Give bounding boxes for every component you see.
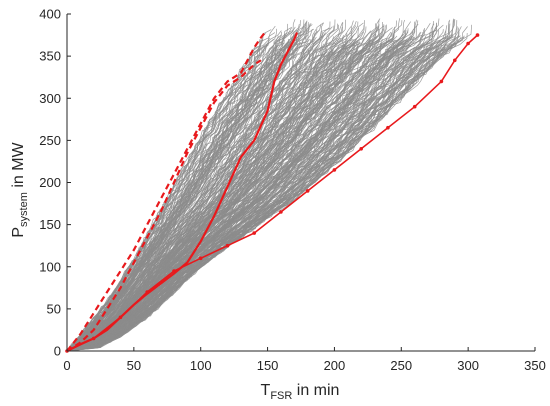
x-tick-label: 100	[190, 358, 212, 373]
x-tick-label: 150	[257, 358, 279, 373]
y-tick-label: 350	[39, 49, 61, 64]
y-tick-label: 250	[39, 133, 61, 148]
ensemble-line	[66, 30, 447, 352]
x-tick-label: 250	[390, 358, 412, 373]
series-point	[172, 269, 176, 273]
ensemble-line	[66, 49, 310, 352]
ensemble-line	[66, 49, 391, 352]
series-point	[118, 315, 123, 320]
ensemble-line	[66, 36, 344, 352]
x-tick-label: 200	[324, 358, 346, 373]
y-ticks: 0 50 100 150 200 250 300 350 400	[39, 7, 71, 359]
series-point	[466, 41, 470, 46]
x-ticks: 0 50 100 150 200 250 300 350	[63, 347, 546, 373]
y-tick-label: 50	[47, 301, 61, 316]
ensemble-line	[66, 23, 289, 352]
y-tick-label: 150	[39, 217, 61, 232]
ensemble-line	[66, 38, 290, 352]
ensemble-line	[66, 47, 313, 352]
ensemble-line	[66, 36, 317, 352]
series-line-solid	[66, 32, 299, 352]
series-point	[225, 243, 230, 248]
series-point	[359, 147, 364, 151]
ensemble-lines	[66, 18, 472, 352]
ensemble-line	[66, 20, 419, 352]
series-line-marker	[66, 34, 479, 352]
ensemble-line	[66, 42, 302, 352]
series-point	[453, 58, 457, 63]
ensemble-line	[66, 43, 299, 352]
series-point	[252, 231, 256, 235]
ensemble-line	[66, 46, 425, 352]
highlight-series	[65, 31, 480, 353]
series-point	[279, 210, 283, 214]
ensemble-line	[66, 20, 397, 352]
series-point	[386, 125, 390, 130]
series-point	[91, 336, 96, 341]
ensemble-line	[66, 24, 472, 352]
series-point	[332, 168, 337, 172]
series-line-dashed	[66, 59, 262, 352]
series-point	[305, 189, 310, 193]
x-tick-label: 0	[63, 358, 70, 373]
ensemble-line	[66, 18, 454, 352]
ensemble-line	[66, 27, 437, 352]
ensemble-line	[66, 41, 285, 352]
series-line-dashed	[66, 31, 266, 352]
y-axis-title: Psystem in MW	[10, 141, 30, 237]
ensemble-line	[66, 37, 271, 352]
x-tick-label: 300	[457, 358, 479, 373]
ensemble-line	[66, 29, 272, 352]
y-tick-label: 0	[54, 344, 61, 359]
ensemble-line	[66, 36, 335, 352]
ensemble-line	[66, 39, 263, 352]
y-tick-label: 300	[39, 91, 61, 106]
ensemble-line	[66, 42, 269, 352]
ensemble-line	[66, 40, 286, 352]
ensemble-line	[66, 32, 276, 352]
ensemble-line	[66, 26, 367, 352]
ensemble-line	[66, 32, 468, 352]
series-point	[412, 104, 417, 109]
x-tick-label: 50	[127, 358, 141, 373]
series-point	[475, 33, 480, 37]
ensemble-line	[66, 26, 462, 352]
series-point	[439, 79, 444, 84]
x-axis-title: TFSR in min	[261, 382, 340, 402]
ensemble-line	[66, 19, 456, 352]
ensemble-line	[66, 33, 326, 352]
x-tick-label: 350	[524, 358, 546, 373]
y-tick-label: 100	[39, 259, 61, 274]
y-tick-label: 400	[39, 7, 61, 22]
series-point	[145, 290, 149, 294]
y-tick-label: 200	[39, 175, 61, 190]
ensemble-line	[66, 44, 411, 352]
ensemble-line	[66, 38, 387, 352]
ensemble-line	[66, 26, 395, 352]
ensemble-line	[66, 51, 388, 352]
series-point	[198, 256, 203, 261]
ensemble-line	[66, 36, 360, 352]
ensemble-line	[66, 25, 335, 352]
